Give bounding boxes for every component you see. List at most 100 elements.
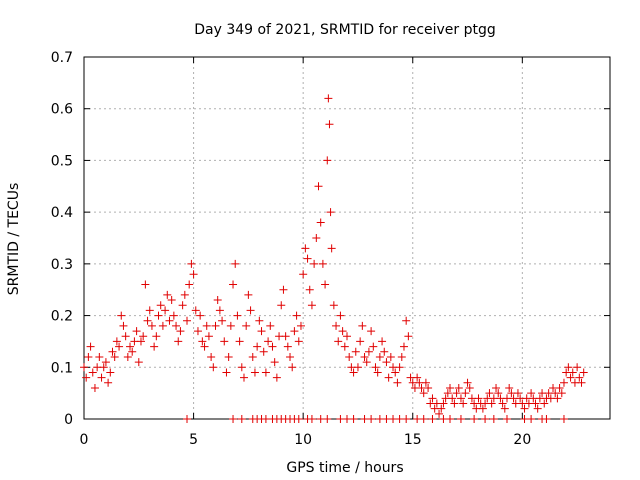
data-point: [459, 399, 468, 408]
data-point: [362, 358, 371, 367]
data-point: [446, 383, 455, 392]
data-point: [577, 378, 586, 387]
data-point: [80, 363, 88, 372]
data-point: [123, 352, 132, 361]
data-point: [454, 383, 463, 392]
data-point: [211, 321, 220, 330]
data-point: [456, 394, 465, 403]
data-point: [110, 352, 119, 361]
data-point: [386, 352, 395, 361]
chart-title: Day 349 of 2021, SRMTID for receiver ptg…: [194, 22, 496, 38]
y-axis-label: SRMTID / TECUs: [6, 183, 22, 296]
y-tick-label: 0.6: [51, 102, 73, 118]
data-point: [248, 352, 257, 361]
data-point: [104, 378, 113, 387]
data-point: [187, 259, 196, 268]
data-point: [443, 389, 452, 398]
data-point: [557, 389, 566, 398]
data-point: [239, 373, 248, 382]
x-axis-label: GPS time / hours: [286, 460, 403, 476]
x-tick-label: 5: [189, 432, 198, 448]
data-point: [296, 321, 305, 330]
data-point: [101, 358, 110, 367]
data-point: [193, 327, 202, 336]
data-point: [136, 337, 145, 346]
data-point: [242, 321, 251, 330]
data-point: [500, 404, 509, 413]
data-point: [97, 373, 106, 382]
data-point: [207, 352, 216, 361]
y-tick-label: 0.5: [51, 153, 73, 169]
data-point: [435, 409, 444, 418]
data-point: [505, 383, 514, 392]
data-point: [229, 280, 238, 289]
data-point: [461, 389, 470, 398]
data-point: [106, 368, 115, 377]
data-point: [456, 415, 465, 423]
data-point: [527, 415, 536, 423]
data-point: [393, 378, 402, 387]
data-point: [261, 368, 270, 377]
data-point: [215, 306, 224, 315]
data-point: [573, 363, 582, 372]
data-point: [375, 352, 384, 361]
data-point: [88, 368, 97, 377]
data-point: [174, 337, 183, 346]
data-point: [419, 415, 428, 423]
data-point: [380, 347, 389, 356]
data-point: [498, 399, 507, 408]
data-point: [283, 342, 292, 351]
data-point: [277, 301, 286, 310]
data-point: [255, 316, 264, 325]
data-point: [325, 120, 334, 129]
data-point: [299, 270, 308, 279]
data-point: [147, 321, 156, 330]
data-point: [353, 363, 362, 372]
data-point: [264, 337, 273, 346]
data-point: [132, 327, 141, 336]
data-point: [180, 290, 189, 299]
data-point: [419, 389, 428, 398]
data-point: [237, 415, 246, 423]
data-point: [399, 342, 408, 351]
data-point: [305, 285, 314, 294]
x-tick-label: 0: [80, 432, 89, 448]
data-point: [226, 321, 235, 330]
data-point: [326, 208, 335, 217]
data-point: [402, 316, 411, 325]
data-point: [288, 363, 297, 372]
data-point: [268, 342, 277, 351]
data-point: [439, 399, 448, 408]
data-point: [115, 342, 124, 351]
data-point: [176, 327, 185, 336]
data-point: [246, 306, 255, 315]
data-point: [209, 363, 218, 372]
y-tick-label: 0.1: [51, 360, 73, 376]
data-point: [172, 321, 181, 330]
data-point: [378, 337, 387, 346]
data-point: [233, 311, 242, 320]
data-point: [540, 399, 549, 408]
data-point: [307, 301, 316, 310]
data-point: [391, 368, 400, 377]
data-point: [218, 316, 227, 325]
data-point: [421, 378, 430, 387]
data-point: [494, 389, 503, 398]
data-point: [358, 321, 367, 330]
data-point: [478, 404, 487, 413]
data-point: [183, 316, 192, 325]
plot-frame: [83, 56, 611, 420]
data-point: [307, 415, 316, 423]
data-point: [178, 301, 187, 310]
y-tick-label: 0: [64, 412, 73, 428]
data-point: [145, 306, 154, 315]
data-point: [134, 358, 143, 367]
data-point: [404, 332, 413, 341]
data-point: [314, 182, 323, 191]
data-point: [452, 389, 461, 398]
data-point: [196, 311, 205, 320]
data-point: [450, 399, 459, 408]
data-point: [183, 415, 192, 423]
data-point: [128, 347, 137, 356]
data-point: [448, 394, 457, 403]
